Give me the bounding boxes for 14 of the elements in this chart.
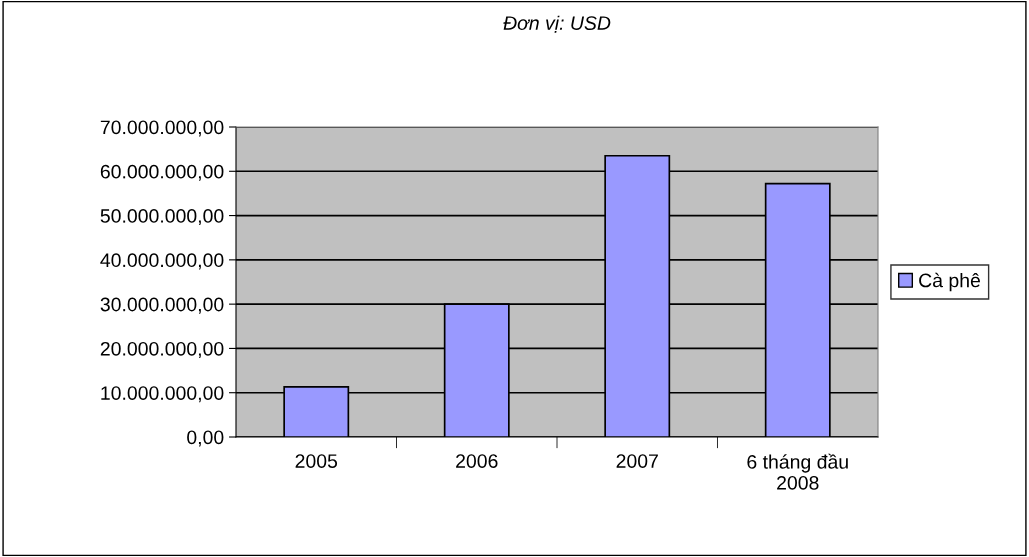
y-tick-label: 30.000.000,00 [100, 297, 224, 314]
y-tick-label: 60.000.000,00 [100, 164, 224, 181]
x-tick-label: 2005 [295, 454, 338, 468]
y-tick-label: 0,00 [187, 430, 224, 447]
y-tick-label: 40.000.000,00 [100, 253, 224, 270]
x-tick-label: 6 tháng đầu 2008 [747, 453, 848, 490]
legend-label: Cà phê [919, 272, 980, 292]
y-tick-label: 10.000.000,00 [101, 386, 224, 403]
y-tick-label: 50.000.000,00 [100, 209, 224, 226]
y-tick-label: 20.000.000,00 [100, 341, 224, 358]
x-tick-label: 2007 [616, 454, 658, 468]
y-tick-label: 70.000.000,00 [100, 120, 224, 137]
x-tick-label: 2006 [456, 454, 498, 468]
chart-title: Đơn vị: USD [503, 15, 611, 33]
